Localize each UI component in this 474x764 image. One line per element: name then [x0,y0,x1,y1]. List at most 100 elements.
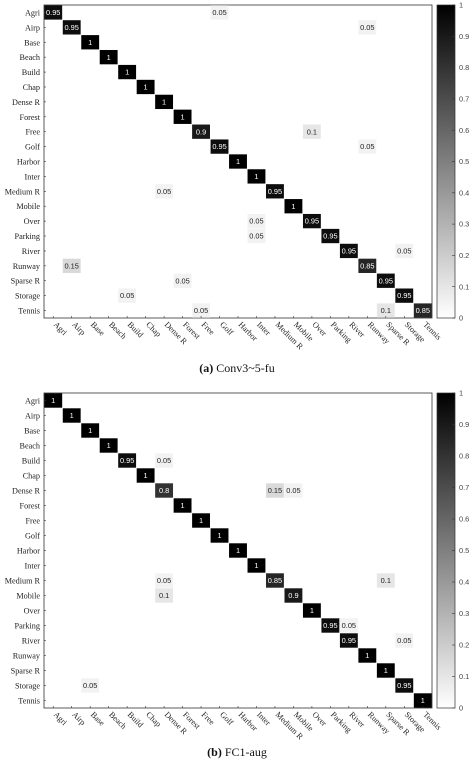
colorbar-tick-label: 0.4 [459,188,469,197]
heatmap-cell [413,693,432,708]
x-tick-label: Golf [218,320,235,337]
y-tick-label: Medium R [5,187,41,196]
x-tick-label: Chap [144,320,163,339]
heatmap-cell [99,438,118,453]
colorbar-tick-label: 0 [459,704,463,713]
y-tick-label: Golf [25,532,40,541]
heatmap-cell [358,258,377,273]
y-tick-label: Mobile [16,592,40,601]
cell-value-label: 0.8 [159,486,169,495]
x-tick-label: Build [126,710,145,729]
cell-value-label: 0.95 [46,8,60,17]
y-tick-label: Airp [25,412,40,421]
heatmap-cell [358,648,377,663]
cell-value-label: 0.95 [342,247,356,256]
colorbar-tick-label: 1 [459,389,463,398]
panel-a-conv3-5-fu: 0.95 0.05 0.95 0.05 1 1 1 1 1 1 0.9 0.1 0.95 0.05 1 1 0.… [5,1,470,352]
heatmap-cell [339,243,358,259]
y-tick-label: Over [24,607,41,616]
heatmap-cell [247,213,266,229]
x-tick-label: Free [200,710,217,727]
heatmap-cell [247,228,266,244]
cell-value-label: 0.05 [397,636,411,645]
cell-value-label: 0.9 [196,127,206,136]
colorbar-tick-label: 0.3 [459,609,469,618]
colorbar-tick-label: 0.9 [459,32,469,41]
heatmap-cell [266,483,284,498]
heatmap-cell [266,573,284,588]
cell-value-label: 1 [181,112,185,121]
cell-value-label: 0.95 [65,23,79,32]
cell-value-label: 1 [144,83,148,92]
heatmap-cell [284,588,303,603]
heatmap-cell [229,154,247,169]
y-tick-label: Build [22,457,40,466]
y-tick-label: Tennis [18,307,40,316]
y-tick-label: Base [24,38,40,47]
colorbar-tick-label: 0.1 [459,282,469,291]
y-tick-label: Agri [25,8,41,17]
y-tick-label: Beach [20,53,40,62]
heatmap-cell [339,618,358,633]
cell-value-label: 0.05 [157,187,171,196]
y-tick-label: Forest [20,113,41,122]
colorbar-tick-label: 0.6 [459,515,469,524]
y-tick-label: Forest [20,502,41,511]
x-tick-label: Airp [70,710,87,727]
cell-value-label: 0.1 [381,306,391,315]
heatmap-cell [173,498,192,513]
cell-value-label: 1 [51,396,55,405]
heatmap-cell [99,50,118,65]
cell-value-label: 0.95 [379,276,393,285]
y-tick-label: Dense R [12,98,41,107]
heatmap-cell [62,20,81,35]
heatmap-cell [302,124,321,139]
heatmap-cell [81,423,100,438]
heatmap-cell [229,543,247,558]
cell-value-label: 0.95 [397,291,411,300]
colorbar-tick-label: 0.5 [459,157,469,166]
heatmap-cell [247,558,266,573]
cell-value-label: 1 [199,516,203,525]
caption-a-text: Conv3~5-fu [216,361,275,375]
caption-b-label: (b) [207,745,225,759]
heatmap-cell [376,273,395,288]
cell-value-label: 0.95 [323,621,337,630]
heatmap-cell [321,618,340,633]
cell-value-label: 0.1 [381,576,391,585]
y-tick-label: Harbor [17,547,40,556]
heatmap-cell [44,5,63,20]
colorbar-tick-label: 0.1 [459,672,469,681]
cell-value-label: 0.85 [416,306,430,315]
y-tick-label: Parking [15,622,40,631]
x-tick-label: Agri [52,710,69,727]
heatmap-cell [155,573,174,588]
y-tick-label: Golf [25,143,40,152]
caption-a: (a) Conv3~5-fu [199,361,275,375]
cell-value-label: 0.05 [194,306,208,315]
panel-b-fc1-aug: 1 1 1 1 0.95 0.05 1 0.8 0.15 0.05 1 1 1 1 1 0.05 0.85 0.1… [5,389,470,742]
cell-value-label: 1 [236,157,240,166]
cell-value-label: 0.15 [268,486,282,495]
heatmap-cell [210,528,229,543]
heatmap-cell [358,20,377,35]
x-tick-label: Base [89,710,107,728]
heatmap-cell [155,483,174,498]
cell-value-label: 0.05 [249,232,263,241]
cell-value-label: 0.05 [157,456,171,465]
heatmap-cell [413,303,432,318]
y-tick-label: Sparse R [11,667,41,676]
cell-value-label: 1 [384,666,388,675]
cell-value-label: 0.05 [83,681,97,690]
cell-value-label: 0.85 [268,576,282,585]
cell-value-label: 1 [125,68,129,77]
heatmap-cell [339,633,358,648]
cell-value-label: 0.05 [342,621,356,630]
heatmap-cell [358,139,377,154]
y-tick-label: Over [24,217,41,226]
cell-value-label: 1 [217,531,221,540]
heatmap-cell [81,35,100,50]
heatmap-cell [266,184,284,199]
y-tick-label: Medium R [5,577,41,586]
y-tick-label: Storage [15,292,40,301]
